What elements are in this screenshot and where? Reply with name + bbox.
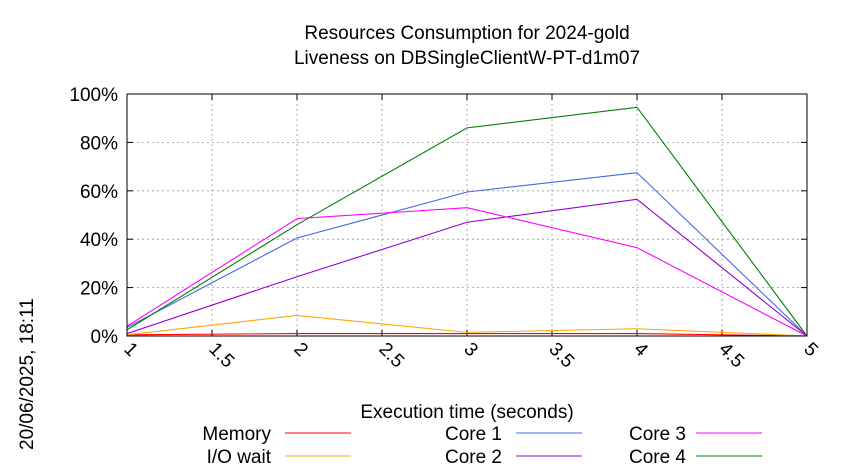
legend-label: Core 1 bbox=[445, 424, 502, 445]
x-tick-label: 2 bbox=[289, 339, 311, 361]
series-line-core-4 bbox=[126, 106, 808, 337]
x-tick-label: 1.5 bbox=[204, 339, 238, 373]
legend-label: Core 2 bbox=[445, 447, 502, 468]
x-tick-label: 1 bbox=[119, 339, 141, 361]
series-line-i-o-wait bbox=[126, 314, 808, 337]
series-line-core-1 bbox=[126, 172, 808, 337]
x-tick-label: 3.5 bbox=[544, 339, 578, 373]
y-tick-label: 0% bbox=[91, 327, 119, 348]
x-tick-label: 5 bbox=[799, 339, 821, 361]
x-tick-label: 4 bbox=[629, 339, 652, 362]
y-tick-label: 100% bbox=[69, 85, 118, 106]
legend-label: Core 4 bbox=[629, 447, 686, 468]
x-axis-label: Execution time (seconds) bbox=[360, 402, 573, 423]
y-tick-label: 60% bbox=[80, 182, 118, 203]
x-axis-ticks: 1 1.5 2 2.5 3 3.5 4 4.5 5 bbox=[119, 94, 822, 373]
y-tick-label: 40% bbox=[80, 230, 118, 251]
legend-label: I/O wait bbox=[207, 447, 272, 468]
series-line-core-2 bbox=[126, 198, 808, 337]
legend-label: Memory bbox=[202, 424, 271, 445]
y-tick-label: 20% bbox=[80, 279, 118, 300]
legend-label: Core 3 bbox=[629, 424, 686, 445]
x-tick-label: 3 bbox=[459, 339, 481, 361]
chart-title-line-2: Liveness on DBSingleClientW-PT-d1m07 bbox=[294, 48, 640, 69]
series-line-memory bbox=[126, 333, 808, 337]
series-lines bbox=[126, 106, 808, 337]
x-tick-label: 2.5 bbox=[374, 339, 408, 373]
series-line-core-3 bbox=[126, 207, 808, 337]
y-tick-label: 80% bbox=[80, 133, 118, 154]
y-axis-ticks: 0% 20% 40% 60% 80% 100% bbox=[69, 85, 807, 348]
x-tick-label: 4.5 bbox=[714, 339, 748, 373]
timestamp-label: 20/06/2025, 18:11 bbox=[17, 298, 38, 450]
chart-title-line-1: Resources Consumption for 2024-gold bbox=[304, 23, 629, 44]
plot-frame bbox=[126, 93, 808, 337]
